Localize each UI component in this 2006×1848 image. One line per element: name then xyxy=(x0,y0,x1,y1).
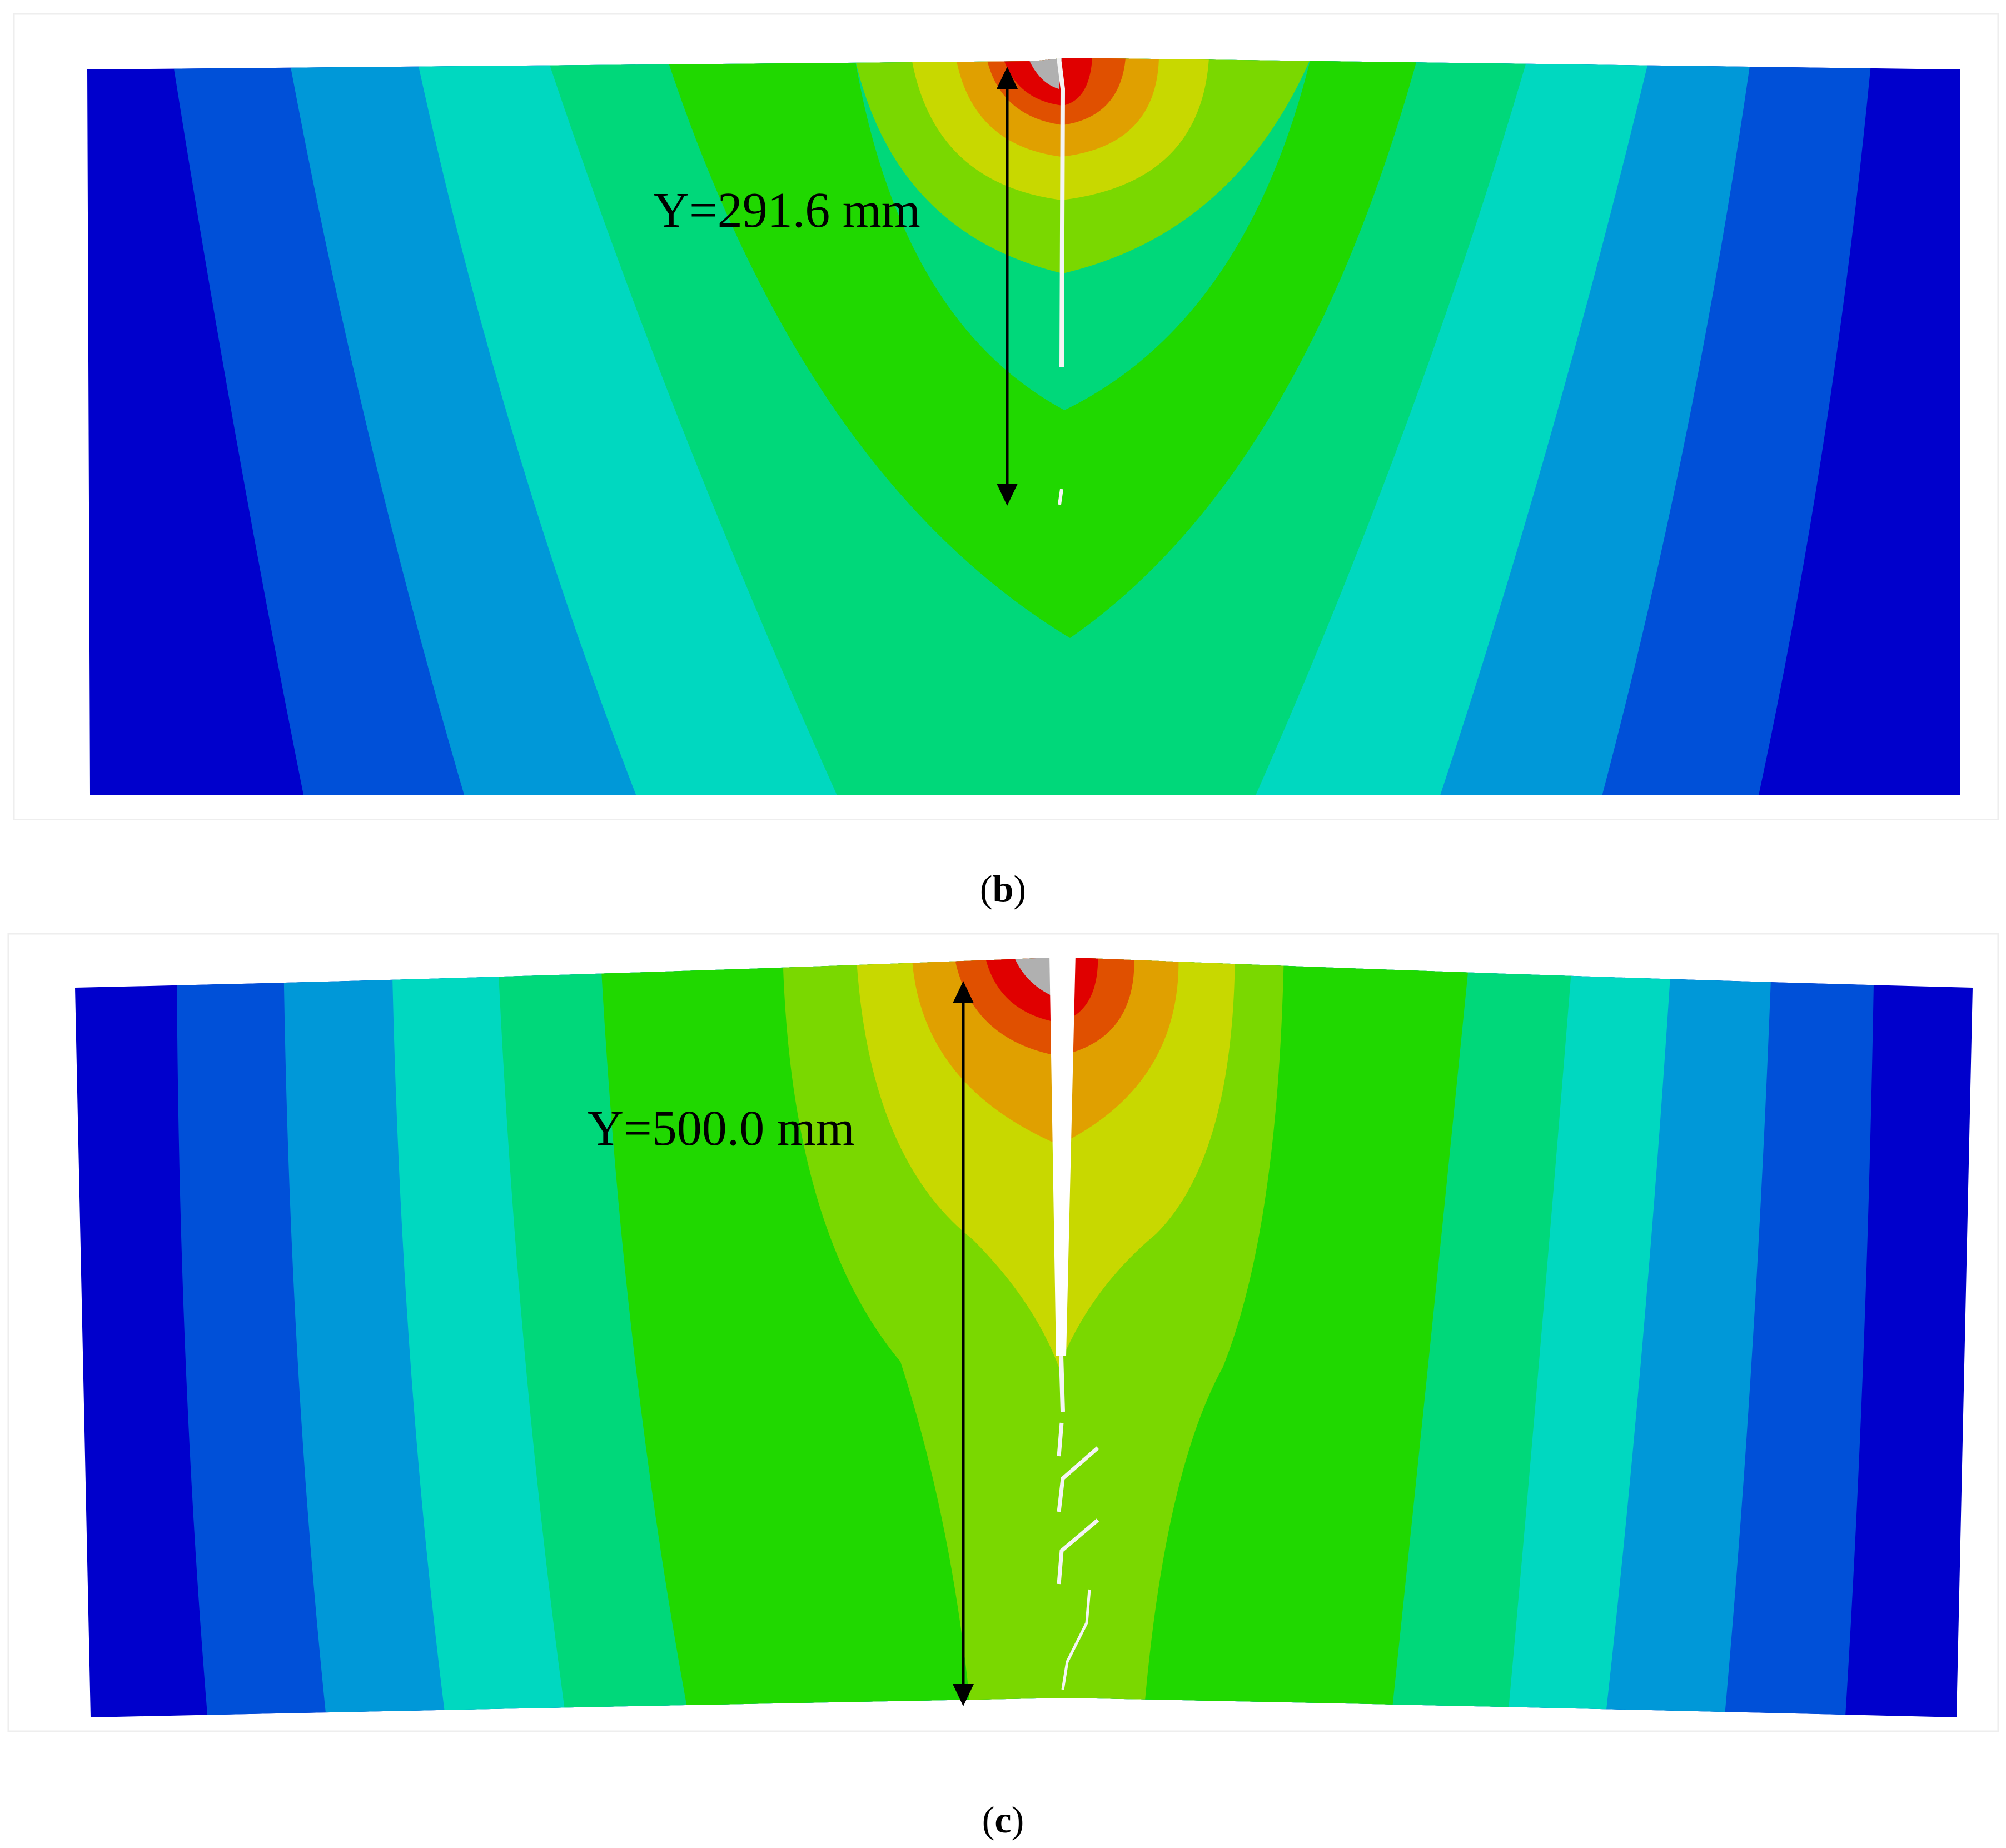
contour-panel-b: Y=291.6 mm xyxy=(0,0,2006,820)
dimension-label: Y=500.0 mm xyxy=(588,1101,855,1156)
arrow-head-up xyxy=(953,981,974,1003)
band-grey xyxy=(1028,58,1062,89)
crack-fragment xyxy=(1058,489,1063,505)
contour-bands-b xyxy=(87,58,1960,795)
contour-plot-c: Y=500.0 mm xyxy=(7,933,1999,1732)
contour-plot-b: Y=291.6 mm xyxy=(13,13,1999,820)
panel-border xyxy=(13,13,1999,820)
dimension-label: Y=291.6 mm xyxy=(653,183,920,238)
dimension-arrow-c xyxy=(953,981,974,1706)
contour-bands-c xyxy=(75,958,1973,1717)
caption-letter: b xyxy=(992,868,1014,910)
caption-letter: c xyxy=(994,1799,1012,1841)
band-grey xyxy=(1012,958,1059,998)
arrow-head-down xyxy=(953,1684,974,1706)
panel-border xyxy=(7,933,1999,1732)
crack-branches xyxy=(1057,1356,1099,1690)
arrow-head-down xyxy=(997,484,1018,506)
contour-panel-c: Y=500.0 mm xyxy=(0,923,2006,1751)
dimension-arrow-b xyxy=(997,67,1018,506)
crack-line xyxy=(1057,58,1066,367)
caption-b: (b) xyxy=(979,868,1027,910)
arrow-head-up xyxy=(997,67,1018,89)
crack-opening xyxy=(1049,953,1076,1356)
caption-c: (c) xyxy=(982,1799,1024,1841)
